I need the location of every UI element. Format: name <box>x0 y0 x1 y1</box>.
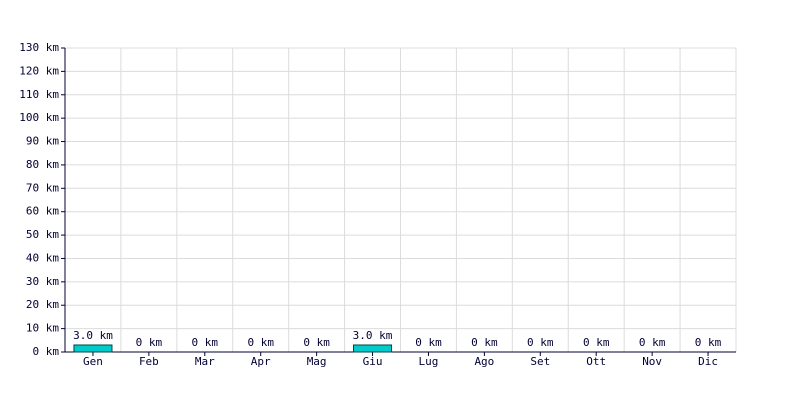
y-tick-label: 30 km <box>26 275 59 288</box>
bar <box>353 344 393 353</box>
value-label: 0 km <box>192 336 219 349</box>
x-tick-label: Set <box>530 355 550 368</box>
y-tick-label: 120 km <box>19 64 59 77</box>
value-label: 0 km <box>415 336 442 349</box>
x-tick-label: Ago <box>474 355 494 368</box>
x-tick-label: Nov <box>642 355 662 368</box>
y-tick-label: 130 km <box>19 41 59 54</box>
x-tick-label: Giu <box>363 355 383 368</box>
x-tick-label: Mar <box>195 355 215 368</box>
x-tick-label: Ott <box>586 355 606 368</box>
y-tick-label: 40 km <box>26 251 59 264</box>
y-tick-label: 100 km <box>19 111 59 124</box>
x-tick-label: Dic <box>698 355 718 368</box>
y-tick-label: 10 km <box>26 322 59 335</box>
value-label: 0 km <box>583 336 610 349</box>
value-label: 3.0 km <box>353 329 393 342</box>
y-tick-label: 70 km <box>26 181 59 194</box>
value-label: 3.0 km <box>73 329 113 342</box>
x-tick-label: Lug <box>419 355 439 368</box>
y-tick-label: 20 km <box>26 298 59 311</box>
value-label: 0 km <box>639 336 666 349</box>
value-label: 0 km <box>136 336 163 349</box>
y-tick-label: 110 km <box>19 88 59 101</box>
value-label: 0 km <box>471 336 498 349</box>
value-label: 0 km <box>247 336 274 349</box>
x-tick-label: Gen <box>83 355 103 368</box>
y-tick-label: 90 km <box>26 135 59 148</box>
y-tick-label: 50 km <box>26 228 59 241</box>
x-tick-label: Feb <box>139 355 159 368</box>
y-tick-label: 60 km <box>26 205 59 218</box>
value-label: 0 km <box>303 336 330 349</box>
y-tick-label: 0 km <box>33 345 60 358</box>
y-tick-label: 80 km <box>26 158 59 171</box>
value-label: 0 km <box>695 336 722 349</box>
value-label: 0 km <box>527 336 554 349</box>
x-tick-label: Apr <box>251 355 271 368</box>
x-tick-label: Mag <box>307 355 327 368</box>
bar <box>73 344 113 353</box>
